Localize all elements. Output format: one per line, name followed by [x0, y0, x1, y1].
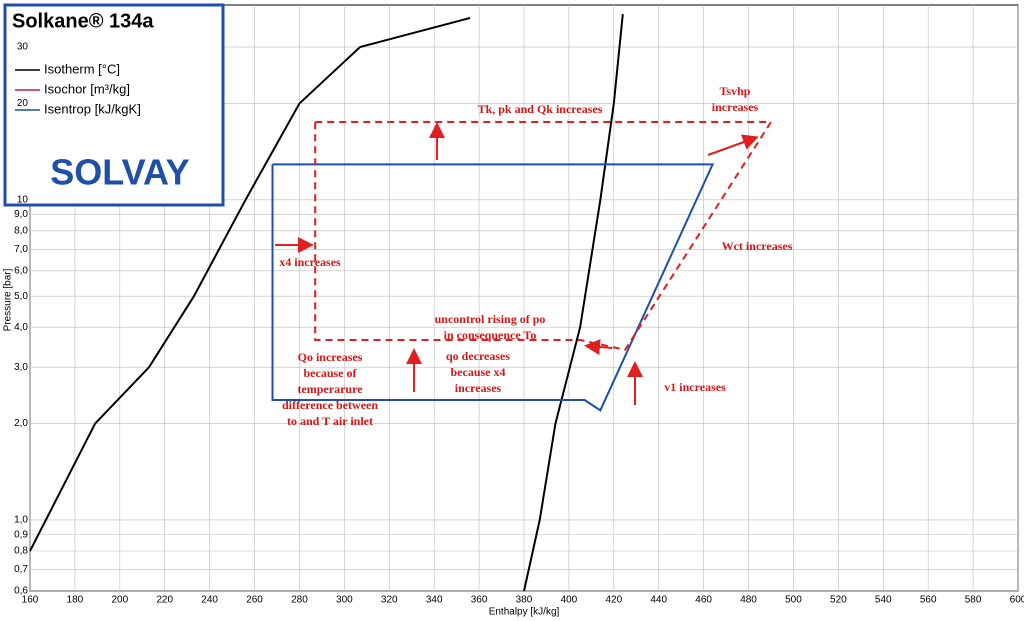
- series-line: [523, 14, 624, 592]
- annotation: qo decreases: [446, 349, 510, 363]
- series-line: [271, 163, 715, 412]
- x-tick-label: 340: [426, 595, 443, 606]
- annotation: Tk, pk and Qk increases: [478, 102, 603, 116]
- annotation: increases: [712, 100, 759, 114]
- series-line: [29, 16, 471, 552]
- annotation: v1 increases: [664, 380, 726, 394]
- y-tick-label: 7,0: [14, 244, 28, 255]
- x-tick-label: 200: [111, 595, 128, 606]
- x-tick-label: 360: [471, 595, 488, 606]
- x-tick-label: 580: [965, 595, 982, 606]
- annotation: x4 increases: [279, 255, 341, 269]
- legend-title: Solkane® 134a: [12, 10, 154, 32]
- x-tick-label: 220: [156, 595, 173, 606]
- annotation: to and T air inlet: [287, 414, 373, 428]
- legend-label: Isentrop [kJ/kgK]: [44, 101, 141, 116]
- arrows: [275, 122, 759, 405]
- x-tick-label: 300: [336, 595, 353, 606]
- y-tick-label: 2,0: [14, 418, 28, 429]
- annotation: uncontrol rising of po: [435, 312, 546, 326]
- y-tick-label: 9,0: [14, 209, 28, 220]
- x-tick-label: 400: [561, 595, 578, 606]
- x-tick-label: 280: [291, 595, 308, 606]
- x-tick-label: 520: [830, 595, 847, 606]
- y-tick-label: 0,8: [14, 546, 28, 557]
- y-tick-label: 3,0: [14, 362, 28, 373]
- annotation: because of: [304, 366, 358, 380]
- annotation: Wct increases: [722, 239, 793, 253]
- y-axis-title: Pressure [bar]: [3, 268, 14, 331]
- x-tick-label: 480: [740, 595, 757, 606]
- legend-label: Isochor [m³/kg]: [44, 81, 130, 96]
- legend-label: Isotherm [°C]: [44, 61, 120, 76]
- x-tick-label: 420: [605, 595, 622, 606]
- x-tick-label: 320: [381, 595, 398, 606]
- x-tick-label: 160: [22, 595, 39, 606]
- y-tick-label: 0,7: [14, 564, 28, 575]
- x-tick-label: 380: [516, 595, 533, 606]
- x-tick-label: 600: [1010, 595, 1024, 606]
- annotation: in consequence To: [444, 328, 537, 342]
- y-tick-label: 4,0: [14, 322, 28, 333]
- series-line: [314, 121, 773, 351]
- x-tick-label: 260: [246, 595, 263, 606]
- y-tick-label: 8,0: [14, 225, 28, 236]
- y-tick-label: 10: [17, 194, 29, 205]
- x-tick-label: 180: [67, 595, 84, 606]
- annotation: temperarure: [297, 382, 363, 396]
- y-tick-label: 1,0: [14, 515, 28, 526]
- x-tick-label: 240: [201, 595, 218, 606]
- annotation: Qo increases: [298, 350, 363, 364]
- annotation: Tsvhp: [720, 84, 751, 98]
- annotation: difference between: [282, 398, 378, 412]
- y-tick-label: 6,0: [14, 265, 28, 276]
- x-tick-label: 500: [785, 595, 802, 606]
- legend-box: [3, 3, 225, 207]
- annotation: because x4: [451, 365, 506, 379]
- y-tick-label: 0,9: [14, 529, 28, 540]
- y-tick-label: 20: [17, 98, 29, 109]
- brand: SOLVAY: [50, 152, 189, 193]
- y-tick-label: 0,6: [14, 586, 28, 597]
- annotation: increases: [455, 381, 502, 395]
- y-tick-label: 30: [17, 42, 29, 53]
- y-tick-label: 5,0: [14, 291, 28, 302]
- x-tick-label: 440: [650, 595, 667, 606]
- x-axis-title: Enthalpy [kJ/kg]: [489, 607, 560, 618]
- x-tick-label: 540: [875, 595, 892, 606]
- x-tick-label: 560: [920, 595, 937, 606]
- x-tick-label: 460: [695, 595, 712, 606]
